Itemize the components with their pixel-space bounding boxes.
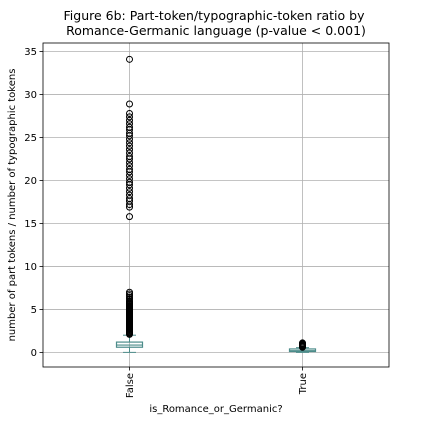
box-group-true: [288, 339, 317, 353]
grid: [43, 43, 389, 367]
outlier-point: [126, 139, 133, 147]
x-axis-ticks: False True: [125, 367, 309, 398]
y-tick-label: 10: [24, 262, 37, 273]
y-axis-ticks: 0 5 10 15 20 25 30 35: [24, 47, 43, 359]
outlier-point: [126, 100, 133, 108]
outlier-point: [126, 175, 133, 183]
outlier-point: [126, 188, 133, 196]
outlier-point: [126, 195, 133, 203]
outlier-point: [126, 55, 133, 63]
chart-subtitle: Romance-Germanic language (p-value < 0.0…: [66, 23, 366, 38]
outlier-point: [126, 288, 133, 296]
y-tick-label: 15: [24, 219, 37, 230]
plot-frame: [42, 42, 390, 368]
outlier-point: [126, 109, 133, 117]
outlier-point: [126, 191, 133, 199]
outlier-point: [299, 339, 306, 347]
outlier-point: [126, 146, 133, 154]
y-tick-label: 0: [31, 348, 37, 359]
outlier-point: [126, 116, 133, 124]
x-axis-label: is_Romance_or_Germanic?: [149, 404, 282, 415]
y-tick-label: 35: [24, 47, 37, 58]
boxes: [115, 55, 317, 353]
outlier-point: [126, 213, 133, 221]
y-tick-label: 30: [24, 90, 37, 101]
outlier-point: [126, 142, 133, 150]
y-axis-label: number of part tokens / number of typogr…: [7, 69, 18, 342]
x-tick-label: True: [298, 373, 309, 395]
outlier-point: [126, 120, 133, 128]
outlier-point: [126, 178, 133, 186]
outlier-point: [126, 149, 133, 157]
x-tick-label: False: [125, 373, 136, 398]
outlier-point: [126, 162, 133, 170]
outlier-point: [126, 113, 133, 121]
y-tick-label: 20: [24, 176, 37, 187]
chart-title: Figure 6b: Part-token/typographic-token …: [64, 8, 366, 23]
outlier-point: [126, 165, 133, 173]
outlier-point: [126, 123, 133, 131]
y-tick-label: 25: [24, 133, 37, 144]
outlier-point: [126, 152, 133, 160]
box-group-false: [115, 55, 144, 353]
y-tick-label: 5: [31, 305, 37, 316]
